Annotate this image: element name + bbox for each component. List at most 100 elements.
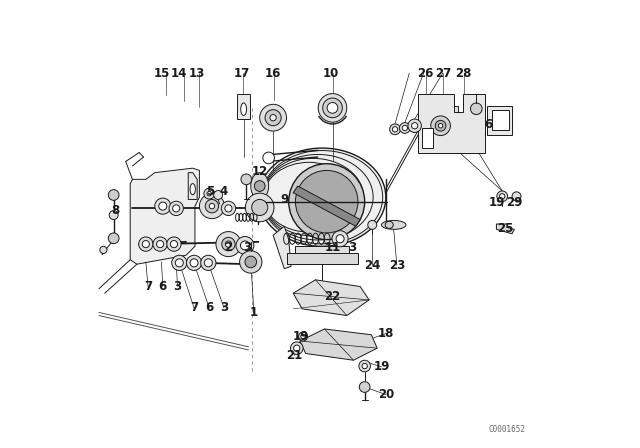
Text: 18: 18 [378, 327, 394, 340]
Text: 21: 21 [286, 349, 302, 362]
Polygon shape [293, 280, 369, 315]
Circle shape [390, 124, 401, 135]
Text: 14: 14 [171, 67, 188, 80]
Circle shape [399, 123, 410, 134]
Text: 3: 3 [348, 241, 356, 254]
Text: 19: 19 [488, 196, 504, 209]
Circle shape [260, 104, 287, 131]
Text: 20: 20 [378, 388, 394, 401]
Circle shape [301, 334, 305, 339]
Text: 26: 26 [417, 67, 433, 80]
Circle shape [392, 127, 397, 132]
Circle shape [362, 363, 367, 369]
Circle shape [359, 382, 370, 392]
Circle shape [368, 220, 377, 229]
Text: 7: 7 [144, 280, 152, 293]
Text: 29: 29 [506, 196, 522, 209]
Bar [287, 253, 358, 264]
Polygon shape [273, 226, 291, 269]
Bar [488, 106, 512, 135]
Circle shape [408, 119, 421, 133]
Circle shape [332, 231, 348, 247]
Circle shape [207, 191, 211, 196]
Circle shape [270, 115, 276, 121]
Text: 27: 27 [435, 67, 451, 80]
Text: 10: 10 [323, 67, 339, 80]
Circle shape [289, 164, 365, 240]
Circle shape [359, 360, 371, 372]
Circle shape [159, 202, 167, 210]
Circle shape [209, 203, 214, 209]
Circle shape [201, 255, 216, 271]
Polygon shape [188, 172, 197, 199]
Circle shape [214, 190, 223, 199]
Circle shape [221, 237, 235, 251]
Circle shape [155, 198, 171, 214]
Text: 16: 16 [265, 67, 282, 80]
Text: 19: 19 [374, 360, 390, 374]
Circle shape [100, 246, 107, 254]
Circle shape [142, 241, 149, 248]
Circle shape [157, 241, 164, 248]
Text: 22: 22 [324, 290, 340, 303]
Text: 7: 7 [190, 302, 198, 314]
Text: 6: 6 [205, 302, 213, 314]
Circle shape [263, 152, 275, 164]
Circle shape [221, 201, 236, 215]
Circle shape [109, 211, 118, 220]
Ellipse shape [381, 220, 406, 229]
Polygon shape [293, 186, 360, 226]
Text: 4: 4 [220, 185, 228, 198]
Circle shape [435, 121, 446, 131]
Text: 15: 15 [153, 67, 170, 80]
Text: 6: 6 [159, 280, 167, 293]
Circle shape [512, 192, 521, 201]
Text: 6: 6 [484, 118, 493, 131]
Bar [423, 106, 458, 151]
Circle shape [336, 235, 344, 243]
Circle shape [252, 199, 268, 215]
Text: 3: 3 [173, 280, 182, 293]
Circle shape [500, 194, 505, 199]
Circle shape [167, 237, 181, 251]
Text: 9: 9 [280, 193, 289, 206]
Circle shape [241, 241, 250, 250]
Circle shape [236, 237, 254, 254]
Bar [492, 110, 509, 130]
Circle shape [239, 251, 262, 273]
Circle shape [412, 123, 418, 129]
Text: 28: 28 [455, 67, 471, 80]
Circle shape [204, 188, 214, 199]
Text: 2: 2 [225, 241, 232, 254]
Circle shape [318, 94, 347, 122]
Text: 24: 24 [365, 258, 381, 271]
Circle shape [225, 241, 232, 247]
Text: 11: 11 [324, 241, 340, 254]
Circle shape [296, 170, 358, 233]
Text: C0001652: C0001652 [488, 425, 525, 434]
Text: 12: 12 [252, 165, 268, 178]
Circle shape [241, 174, 252, 185]
Circle shape [245, 193, 274, 222]
Ellipse shape [251, 172, 269, 199]
Circle shape [402, 125, 408, 131]
Text: 13: 13 [189, 67, 205, 80]
Circle shape [294, 345, 300, 351]
Circle shape [323, 98, 342, 118]
Polygon shape [419, 95, 485, 152]
Text: 25: 25 [497, 222, 513, 235]
Text: 19: 19 [293, 330, 309, 343]
Bar [237, 95, 250, 119]
Circle shape [190, 259, 198, 267]
Circle shape [186, 255, 202, 271]
Bar [296, 246, 349, 255]
Text: 8: 8 [111, 204, 120, 217]
Circle shape [216, 232, 241, 257]
Circle shape [139, 237, 153, 251]
Circle shape [200, 194, 225, 219]
Text: 1: 1 [250, 306, 258, 319]
Text: 3: 3 [220, 302, 228, 314]
Circle shape [299, 332, 307, 341]
Circle shape [173, 205, 180, 212]
Ellipse shape [190, 184, 195, 195]
